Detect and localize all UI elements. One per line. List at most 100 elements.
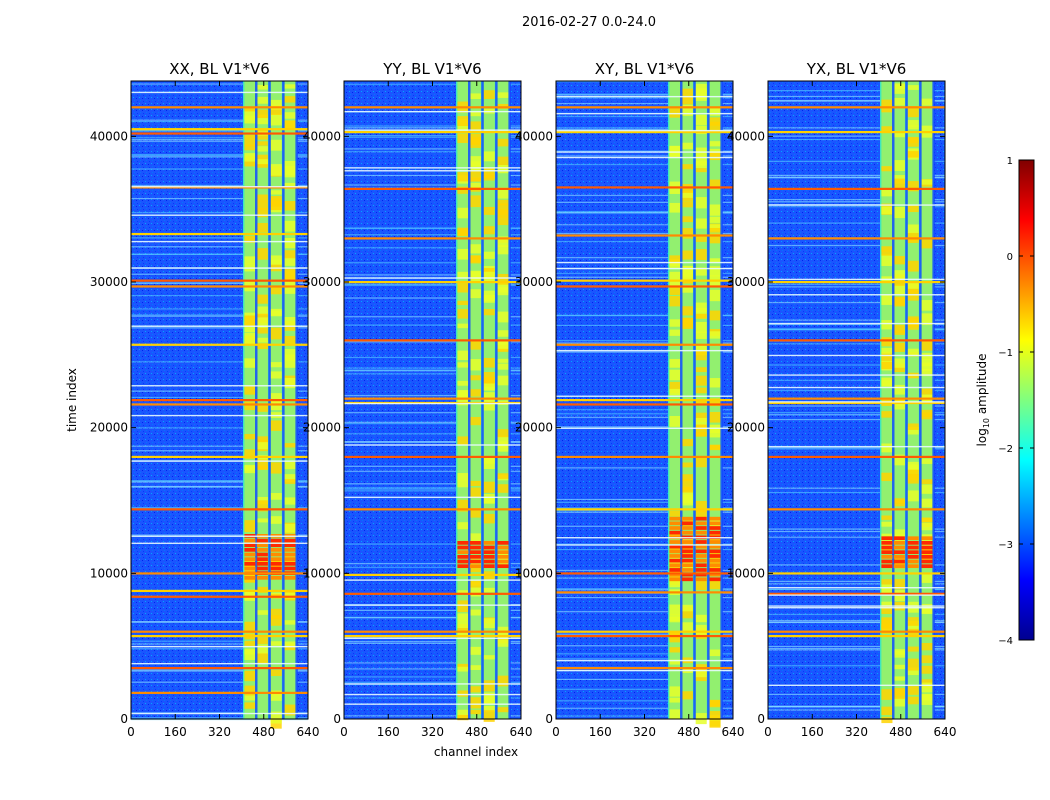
flag-row (344, 402, 521, 405)
noise-streak (556, 413, 733, 415)
band-gap (495, 81, 498, 719)
strong-emission (907, 545, 919, 550)
band-block (907, 667, 919, 676)
strong-emission (709, 516, 721, 521)
noise-streak (344, 247, 521, 249)
band-block (497, 358, 509, 363)
noise-streak (344, 135, 521, 137)
flag-row (556, 261, 733, 264)
band-block (457, 116, 469, 127)
band-block (695, 160, 707, 166)
band-block (483, 692, 495, 704)
rfi-row (131, 279, 308, 282)
noise-streak (768, 405, 945, 407)
noise-streak (768, 491, 945, 494)
band-block (497, 156, 509, 166)
strong-emission (669, 530, 681, 535)
band-block (469, 156, 481, 166)
rfi-row (556, 106, 733, 109)
band-block (681, 306, 693, 316)
band-block (681, 462, 693, 468)
band-block (669, 181, 681, 189)
flag-row (768, 322, 945, 325)
band-block (469, 340, 481, 350)
band-block (270, 190, 282, 195)
rfi-row (556, 186, 733, 189)
strong-emission (669, 568, 681, 572)
noise-streak (344, 284, 521, 286)
band-block (681, 250, 693, 260)
rfi-row (344, 634, 521, 638)
band-gap (919, 81, 922, 719)
strong-emission (244, 566, 256, 571)
noise-streak (768, 645, 945, 648)
x-tick-label: 0 (340, 725, 348, 739)
rfi-row (556, 285, 733, 288)
band-block (695, 670, 707, 678)
band-block (681, 496, 693, 506)
band-block (244, 332, 256, 345)
strong-emission (497, 545, 509, 550)
band-block (709, 216, 721, 223)
noise-streak (556, 511, 733, 513)
rfi-row (556, 630, 733, 633)
band-block (483, 295, 495, 303)
band-block (244, 520, 256, 533)
band-block (681, 266, 693, 278)
noise-streak (131, 139, 308, 141)
noise-streak (768, 389, 945, 391)
band-block (284, 592, 296, 599)
strong-emission (669, 563, 681, 568)
strong-emission (893, 564, 905, 569)
band-block (669, 188, 681, 194)
band-block (483, 455, 495, 464)
noise-streak (344, 174, 521, 177)
flag-row (344, 703, 521, 705)
noise-streak (344, 668, 521, 670)
band-block (457, 362, 469, 368)
flag-row (131, 186, 308, 188)
flag-row (131, 385, 308, 387)
y-tick-label: 30000 (727, 275, 765, 289)
noise-streak (344, 421, 521, 423)
band-block (669, 329, 681, 336)
band-block (497, 281, 509, 293)
strong-emission (881, 564, 893, 569)
rfi-row (131, 667, 308, 670)
rfi-row (768, 508, 945, 511)
strong-emission (669, 521, 681, 526)
strong-emission (497, 564, 509, 569)
band-block (681, 104, 693, 116)
strong-emission (483, 545, 495, 550)
band-block (893, 97, 905, 106)
band-block (244, 322, 256, 333)
noise-streak (344, 543, 521, 545)
band-block (469, 686, 481, 693)
y-tick-label: 30000 (515, 275, 553, 289)
noise-streak (768, 379, 945, 381)
band-block (907, 205, 919, 213)
band-block (669, 106, 681, 118)
flag-row (556, 267, 733, 270)
band-block (893, 206, 905, 219)
strong-emission (244, 543, 256, 548)
noise-streak (344, 283, 521, 286)
strong-emission (244, 561, 256, 566)
flag-row (768, 594, 945, 596)
band-block (483, 587, 495, 593)
band-block (681, 622, 693, 633)
band-block (893, 579, 905, 590)
band-block (907, 469, 919, 481)
strong-emission (270, 561, 282, 566)
noise-streak (768, 201, 945, 203)
strong-emission (256, 547, 268, 552)
band-block (256, 610, 268, 615)
sub-band (907, 81, 919, 719)
band-block (921, 665, 933, 674)
strong-emission (907, 536, 919, 541)
band-block (256, 442, 268, 450)
band-block (893, 687, 905, 699)
band-block (469, 359, 481, 371)
band-block (483, 513, 495, 524)
panel-2: YY, BL V1*V6 0 160 320 480 640 0 10000 20000 3000… (303, 60, 533, 739)
